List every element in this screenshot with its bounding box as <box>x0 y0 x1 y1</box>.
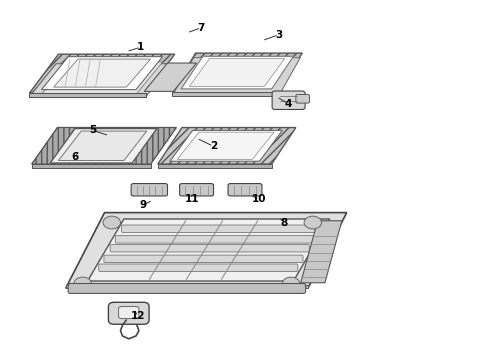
Text: 1: 1 <box>137 42 145 52</box>
Polygon shape <box>181 56 294 89</box>
Polygon shape <box>88 219 330 281</box>
Polygon shape <box>66 284 308 288</box>
Text: 2: 2 <box>210 141 217 151</box>
Polygon shape <box>32 127 75 164</box>
Text: 3: 3 <box>275 30 283 40</box>
Text: 12: 12 <box>131 311 146 321</box>
Polygon shape <box>172 92 279 96</box>
FancyBboxPatch shape <box>228 184 262 196</box>
Polygon shape <box>50 129 157 163</box>
Text: 7: 7 <box>197 23 205 33</box>
FancyBboxPatch shape <box>104 255 303 262</box>
Polygon shape <box>29 64 172 97</box>
Polygon shape <box>29 54 175 93</box>
Polygon shape <box>144 63 196 91</box>
Text: 10: 10 <box>252 194 267 204</box>
Polygon shape <box>29 93 146 97</box>
Text: 11: 11 <box>184 194 199 204</box>
FancyBboxPatch shape <box>122 225 320 233</box>
Polygon shape <box>58 131 147 161</box>
Polygon shape <box>158 164 271 168</box>
Polygon shape <box>42 62 163 94</box>
Text: 8: 8 <box>280 217 287 228</box>
FancyBboxPatch shape <box>180 184 214 196</box>
Polygon shape <box>53 59 150 87</box>
Polygon shape <box>301 221 342 283</box>
Polygon shape <box>170 130 282 161</box>
FancyBboxPatch shape <box>110 244 309 252</box>
FancyBboxPatch shape <box>119 306 139 319</box>
Circle shape <box>282 277 300 290</box>
FancyBboxPatch shape <box>131 184 168 196</box>
FancyBboxPatch shape <box>98 264 298 271</box>
Text: 9: 9 <box>140 200 147 210</box>
Polygon shape <box>158 127 296 164</box>
Polygon shape <box>66 213 347 288</box>
Polygon shape <box>177 132 274 159</box>
Text: 4: 4 <box>285 99 293 109</box>
FancyBboxPatch shape <box>296 95 309 103</box>
Polygon shape <box>131 127 176 164</box>
Polygon shape <box>42 57 163 90</box>
Polygon shape <box>32 164 150 168</box>
Polygon shape <box>172 53 302 92</box>
FancyBboxPatch shape <box>115 236 315 243</box>
FancyBboxPatch shape <box>68 283 306 293</box>
Polygon shape <box>32 127 176 164</box>
FancyBboxPatch shape <box>108 302 149 324</box>
Text: 5: 5 <box>89 125 96 135</box>
Circle shape <box>304 216 321 229</box>
Polygon shape <box>172 58 300 96</box>
Polygon shape <box>189 58 285 86</box>
Circle shape <box>74 277 92 290</box>
FancyBboxPatch shape <box>272 91 305 109</box>
Text: 6: 6 <box>72 152 79 162</box>
Circle shape <box>103 216 121 229</box>
